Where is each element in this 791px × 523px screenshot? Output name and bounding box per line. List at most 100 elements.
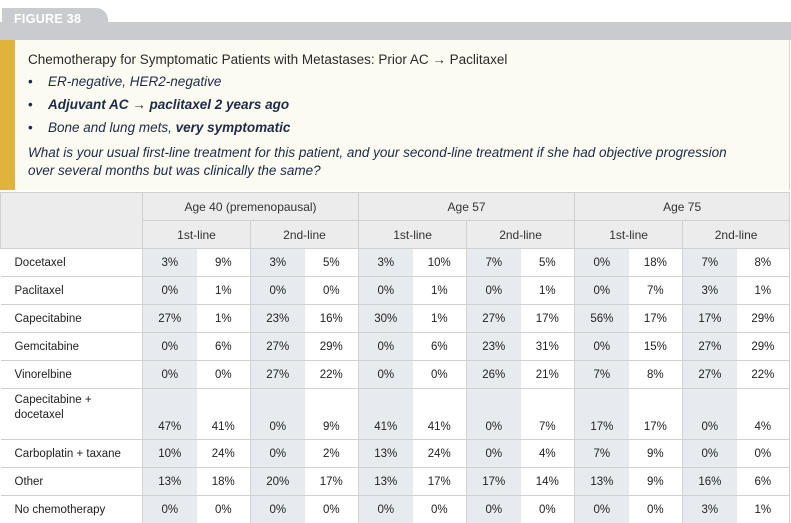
value-cell: 0% (143, 277, 197, 305)
value-cell: 27% (683, 361, 737, 389)
value-cell: 0% (575, 249, 629, 277)
value-cell: 10% (413, 249, 467, 277)
case-bullet-list: •ER-negative, HER2-negative •Adjuvant AC… (28, 74, 290, 143)
value-cell: 47% (143, 389, 197, 440)
value-cell: 3% (143, 249, 197, 277)
line-header: 1st-line (359, 221, 467, 249)
row-label: Vinorelbine (1, 361, 143, 389)
value-cell: 6% (413, 333, 467, 361)
value-cell: 41% (197, 389, 251, 440)
bullet-text: Bone and lung mets, (48, 120, 176, 135)
value-cell: 0% (359, 496, 413, 523)
value-cell: 0% (197, 496, 251, 523)
row-label: Paclitaxel (1, 277, 143, 305)
value-cell: 0% (359, 277, 413, 305)
value-cell: 21% (521, 361, 575, 389)
value-cell: 9% (197, 249, 251, 277)
row-label: Docetaxel (1, 249, 143, 277)
accent-bar (0, 40, 15, 190)
value-cell: 0% (467, 496, 521, 523)
value-cell: 3% (359, 249, 413, 277)
value-cell: 1% (197, 277, 251, 305)
value-cell: 0% (251, 389, 305, 440)
value-cell: 0% (629, 496, 683, 523)
line-header: 2nd-line (251, 221, 359, 249)
value-cell: 17% (467, 468, 521, 496)
value-cell: 16% (683, 468, 737, 496)
value-cell: 1% (413, 305, 467, 333)
table-corner (1, 193, 143, 249)
value-cell: 0% (737, 440, 790, 468)
value-cell: 27% (683, 333, 737, 361)
value-cell: 0% (683, 440, 737, 468)
value-cell: 31% (521, 333, 575, 361)
value-cell: 17% (413, 468, 467, 496)
row-label: Gemcitabine (1, 333, 143, 361)
value-cell: 0% (143, 361, 197, 389)
value-cell: 29% (305, 333, 359, 361)
value-cell: 0% (413, 361, 467, 389)
row-label: Carboplatin + taxane (1, 440, 143, 468)
value-cell: 7% (575, 361, 629, 389)
case-bullet: •Adjuvant AC → paclitaxel 2 years ago (28, 97, 290, 120)
line-header: 1st-line (143, 221, 251, 249)
value-cell: 5% (521, 249, 575, 277)
value-cell: 3% (683, 277, 737, 305)
value-cell: 0% (575, 333, 629, 361)
value-cell: 4% (737, 389, 790, 440)
row-label: No chemotherapy (1, 496, 143, 523)
value-cell: 0% (143, 333, 197, 361)
value-cell: 0% (413, 496, 467, 523)
value-cell: 8% (737, 249, 790, 277)
value-cell: 13% (359, 468, 413, 496)
case-bullet: •Bone and lung mets, very symptomatic (28, 120, 290, 143)
bullet-emphasis: very symptomatic (176, 120, 291, 135)
value-cell: 23% (251, 305, 305, 333)
line-header: 1st-line (575, 221, 683, 249)
value-cell: 23% (467, 333, 521, 361)
line-header: 2nd-line (467, 221, 575, 249)
bullet-icon: • (28, 74, 48, 89)
value-cell: 20% (251, 468, 305, 496)
value-cell: 1% (521, 277, 575, 305)
value-cell: 1% (413, 277, 467, 305)
value-cell: 17% (305, 468, 359, 496)
value-cell: 0% (251, 496, 305, 523)
value-cell: 13% (143, 468, 197, 496)
value-cell: 17% (575, 389, 629, 440)
value-cell: 0% (575, 496, 629, 523)
value-cell: 0% (521, 496, 575, 523)
value-cell: 1% (737, 496, 790, 523)
value-cell: 3% (683, 496, 737, 523)
value-cell: 7% (467, 249, 521, 277)
value-cell: 0% (467, 277, 521, 305)
value-cell: 14% (521, 468, 575, 496)
case-bullet: •ER-negative, HER2-negative (28, 74, 290, 97)
value-cell: 5% (305, 249, 359, 277)
value-cell: 22% (737, 361, 790, 389)
figure-label: FIGURE 38 (14, 12, 81, 26)
value-cell: 9% (629, 440, 683, 468)
row-label: Other (1, 468, 143, 496)
value-cell: 0% (683, 389, 737, 440)
value-cell: 1% (197, 305, 251, 333)
value-cell: 0% (359, 333, 413, 361)
value-cell: 10% (143, 440, 197, 468)
value-cell: 17% (683, 305, 737, 333)
value-cell: 13% (359, 440, 413, 468)
value-cell: 29% (737, 305, 790, 333)
value-cell: 27% (467, 305, 521, 333)
bullet-emphasis: Adjuvant AC → paclitaxel 2 years ago (48, 97, 289, 112)
age-group-header: Age 57 (359, 193, 575, 221)
value-cell: 7% (629, 277, 683, 305)
value-cell: 27% (251, 333, 305, 361)
case-box: Chemotherapy for Symptomatic Patients wi… (0, 40, 790, 190)
value-cell: 22% (305, 361, 359, 389)
value-cell: 1% (737, 277, 790, 305)
bullet-icon: • (28, 120, 48, 135)
value-cell: 7% (683, 249, 737, 277)
